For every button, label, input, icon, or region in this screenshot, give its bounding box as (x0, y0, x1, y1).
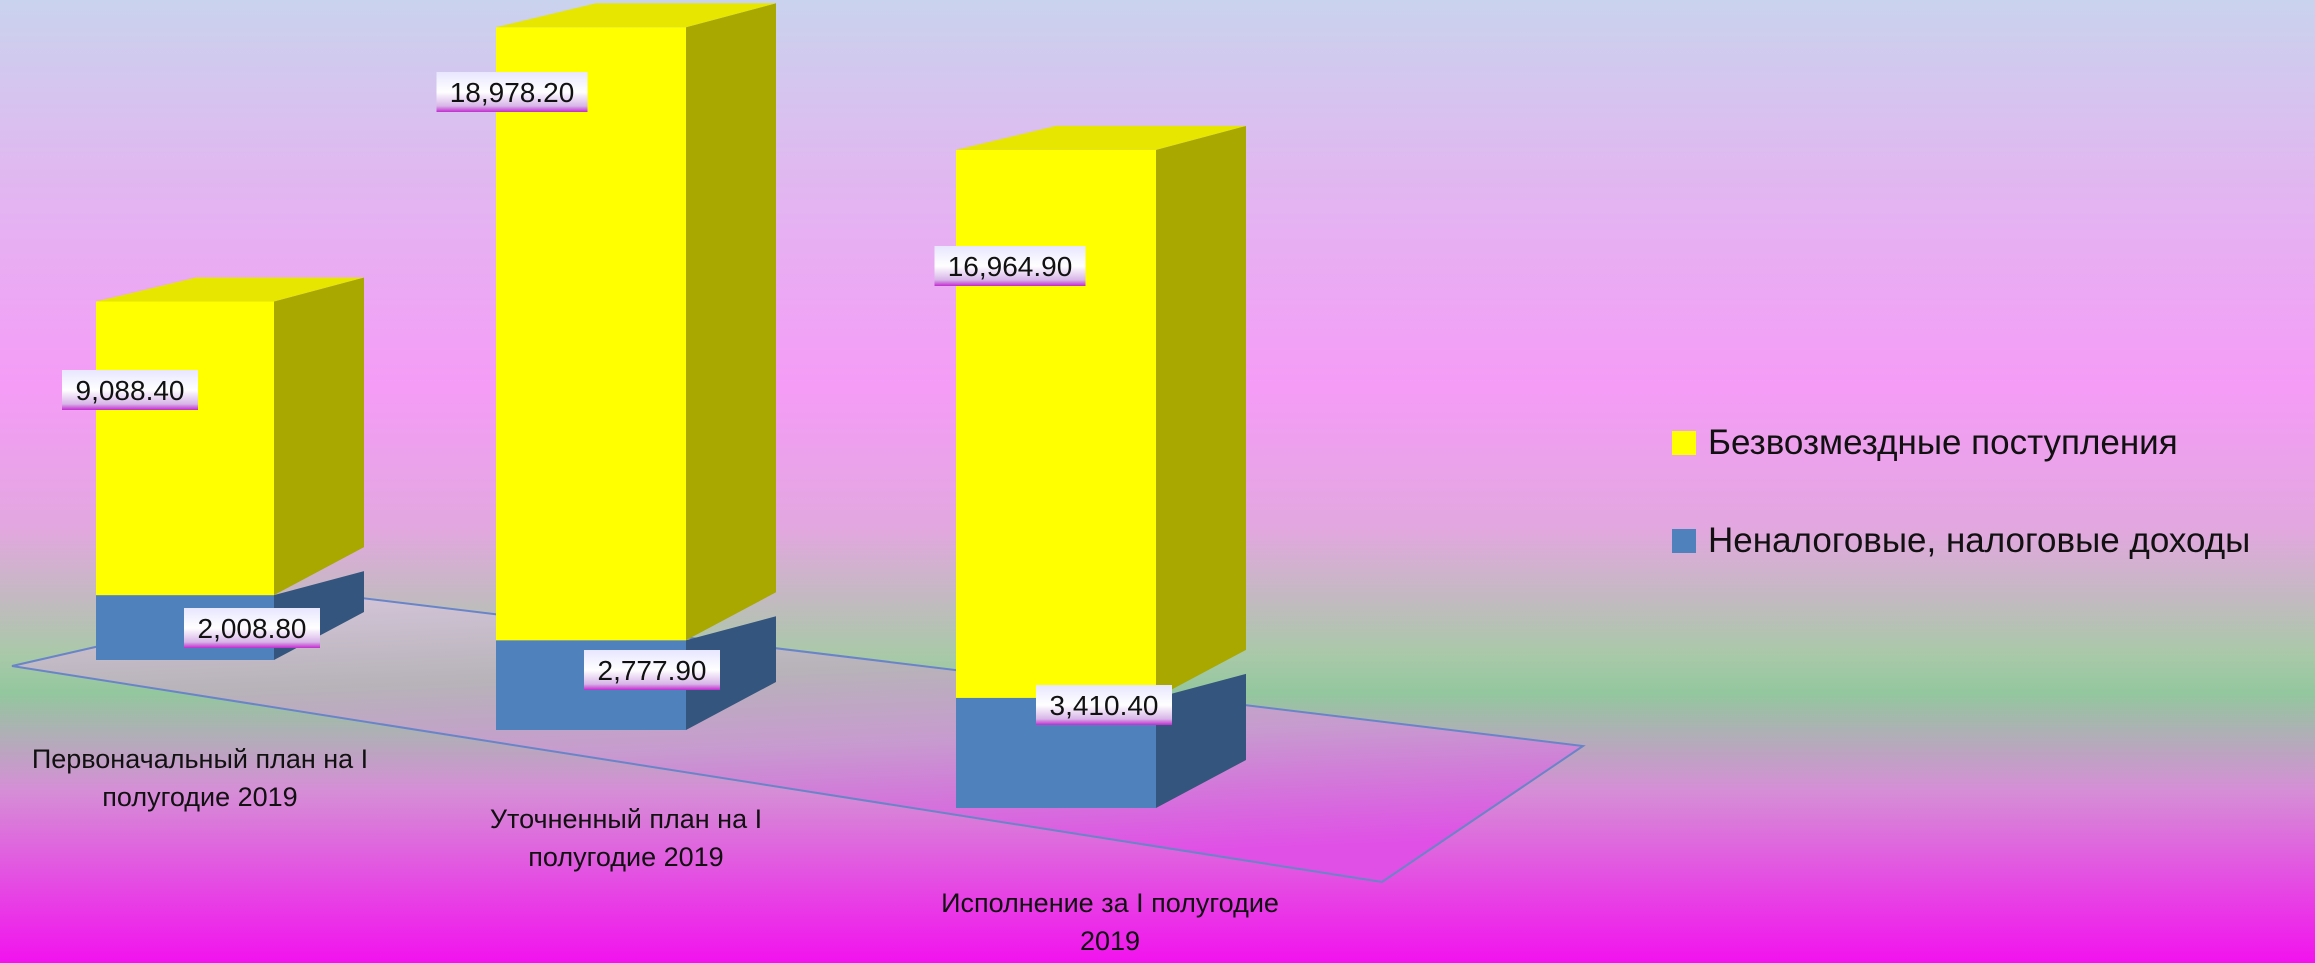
legend-item-bezvozmezdnye: Безвозмездные поступления (1672, 418, 2250, 468)
bar-side (686, 3, 776, 641)
data-labels-layer: 9,088.40 2,008.80 18,978.20 2,777.90 16,964.… (62, 72, 1172, 725)
bar-front (96, 301, 274, 596)
svg-text:2,777.90: 2,777.90 (598, 655, 707, 686)
bar-side (1156, 125, 1246, 698)
bar-segment-nenalogovye (956, 673, 1246, 808)
data-label-bezvozmezdnye: 9,088.40 (62, 370, 198, 410)
data-label-nenalogovye: 3,410.40 (1036, 685, 1172, 725)
svg-text:2,008.80: 2,008.80 (198, 613, 307, 644)
svg-text:9,088.40: 9,088.40 (76, 375, 185, 406)
legend-item-nenalogovye: Неналоговые, налоговые доходы (1672, 516, 2250, 566)
bar-segment-bezvozmezdnye (96, 277, 364, 596)
svg-text:3,410.40: 3,410.40 (1050, 690, 1159, 721)
bar-top (96, 277, 364, 302)
legend-swatch (1672, 431, 1696, 455)
bars-layer (96, 3, 1246, 808)
legend: Безвозмездные поступления Неналоговые, н… (1672, 418, 2250, 614)
bar-top (496, 3, 776, 28)
bar-side (1156, 673, 1246, 808)
bar-side (686, 616, 776, 730)
svg-text:16,964.90: 16,964.90 (948, 251, 1073, 282)
data-label-bezvozmezdnye: 16,964.90 (934, 246, 1086, 286)
bar-segment-bezvozmezdnye (496, 3, 776, 641)
data-label-nenalogovye: 2,008.80 (184, 608, 320, 648)
legend-label: Неналоговые, налоговые доходы (1708, 521, 2251, 560)
bar-front (956, 697, 1156, 808)
data-label-nenalogovye: 2,777.90 (584, 650, 720, 690)
legend-label: Безвозмездные поступления (1708, 423, 2178, 462)
bar-front (496, 27, 686, 641)
bar-side (274, 277, 364, 596)
svg-text:18,978.20: 18,978.20 (450, 77, 575, 108)
legend-swatch (1672, 529, 1696, 553)
bar-segment-bezvozmezdnye (956, 125, 1246, 698)
x-tick-label: Исполнение за I полугодие 2019 (941, 888, 1279, 956)
data-label-bezvozmezdnye: 18,978.20 (436, 72, 588, 112)
bar-front (956, 149, 1156, 698)
bar-top (956, 125, 1246, 150)
